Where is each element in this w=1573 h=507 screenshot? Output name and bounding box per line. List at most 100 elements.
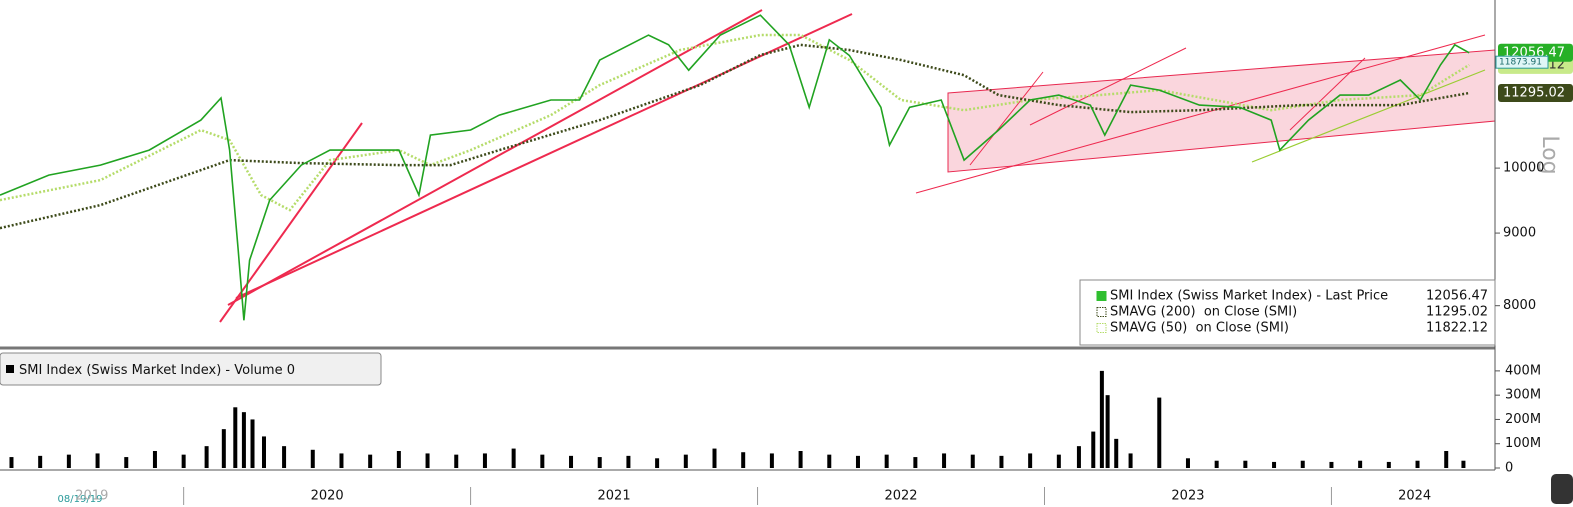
trendline (219, 122, 363, 323)
x-tick-label: 2019 (75, 489, 108, 504)
volume-bar (1329, 461, 1334, 468)
volume-bar (511, 448, 516, 468)
volume-bar (454, 454, 459, 468)
volume-bar (1076, 446, 1081, 468)
volume-bar (1386, 461, 1391, 468)
volume-bar (38, 455, 43, 468)
volume-bar (626, 455, 631, 468)
volume-bar (1214, 460, 1219, 468)
volume-bar (1358, 460, 1363, 468)
volume-bar (569, 455, 574, 468)
legend-label: SMI Index (Swiss Market Index) - Volume (19, 363, 283, 378)
volume-bar (241, 412, 246, 468)
volume-bar (1128, 453, 1133, 468)
volume-bar (712, 448, 717, 468)
legend: SMI Index (Swiss Market Index) - Last Pr… (1096, 289, 1488, 336)
legend-label: SMAVG (50) on Close (SMI) (1110, 321, 1289, 336)
volume-bar (970, 454, 975, 468)
volume-bar (1091, 431, 1096, 468)
volume-bar (124, 457, 129, 468)
volume-bar (913, 457, 918, 468)
volume-bar (1185, 458, 1190, 468)
y-tick-label: 0 (1505, 461, 1513, 476)
volume-bar (310, 449, 315, 468)
trendline (969, 71, 1044, 166)
volume-bar (1028, 453, 1033, 468)
y-tick-label: 200M (1505, 412, 1541, 427)
x-tick-label: 2022 (884, 489, 917, 504)
volume-bar (368, 454, 373, 468)
trend-channel (947, 49, 1496, 173)
crosshair-tag (1495, 55, 1549, 69)
legend-label: SMAVG (200) on Close (SMI) (1110, 305, 1297, 320)
legend-swatch (6, 365, 14, 373)
volume-bar (233, 407, 238, 468)
y-tick-label: 400M (1505, 363, 1541, 378)
series-line (0, 14, 1470, 321)
volume-bar (540, 454, 545, 468)
volume-bar (999, 455, 1004, 468)
corner-button[interactable] (1551, 474, 1573, 504)
volume-bar (741, 452, 746, 468)
trendline (1029, 47, 1187, 126)
y-tick-label: 100M (1505, 436, 1541, 451)
price-tag (1498, 84, 1573, 103)
volume-bar (1243, 460, 1248, 468)
price-tag-label: 11295.02 (1503, 86, 1565, 101)
y-tick-label: 300M (1505, 388, 1541, 403)
series-line (0, 43, 1470, 230)
legend-value: 11295.02 (1426, 305, 1488, 320)
volume-bar (683, 454, 688, 468)
volume-bar (1099, 370, 1104, 468)
volume-bar (95, 453, 100, 468)
volume-bar (482, 453, 487, 468)
x-tick-label: 2024 (1398, 489, 1431, 504)
volume-bar (1272, 461, 1277, 468)
volume-bar (1056, 454, 1061, 468)
volume-bar (221, 429, 226, 468)
volume-bar (1105, 395, 1110, 468)
volume-bar (204, 446, 209, 468)
volume-bar (66, 454, 71, 468)
volume-bar (425, 453, 430, 468)
volume-bar (152, 451, 157, 468)
volume-bar (396, 451, 401, 468)
volume-legend: SMI Index (Swiss Market Index) - Volume … (19, 363, 295, 378)
trendline (227, 9, 763, 306)
y-tick-label: 10000 (1503, 161, 1544, 176)
volume-bar (250, 419, 255, 468)
volume-legend-box (0, 352, 382, 386)
trendline (915, 34, 1486, 194)
volume-bar (655, 458, 660, 468)
volume-bar (1300, 460, 1305, 468)
volume-bar (769, 453, 774, 468)
volume-bar (1444, 451, 1449, 468)
legend-swatch (1096, 307, 1107, 317)
legend-value: 0 (287, 363, 295, 378)
legend-swatch (1096, 323, 1107, 333)
volume-bar (1157, 397, 1162, 468)
legend-swatch (1096, 291, 1107, 301)
x-tick-label: 2020 (311, 489, 344, 504)
legend-value: 11822.12 (1426, 321, 1488, 336)
legend-value: 12056.47 (1426, 289, 1488, 304)
y-tick-label: 9000 (1503, 226, 1536, 241)
volume-bar (827, 454, 832, 468)
y-tick-label: 8000 (1503, 298, 1536, 313)
trendline (1289, 57, 1366, 131)
x-tick-label: 2023 (1171, 489, 1204, 504)
log-label: Log (1537, 135, 1562, 174)
volume-bar (597, 457, 602, 468)
volume-bar (1461, 460, 1466, 468)
start-date-label: 08/19/19 (58, 494, 103, 505)
volume-bar (884, 454, 889, 468)
volume-bar (9, 457, 14, 468)
volume-bar (1415, 460, 1420, 468)
volume-bar (855, 455, 860, 468)
legend-box (1079, 279, 1496, 346)
x-tick-label: 2021 (598, 489, 631, 504)
crosshair-label: 11873.91 (1499, 58, 1542, 68)
series-line (0, 33, 1470, 212)
volume-bar (181, 454, 186, 468)
